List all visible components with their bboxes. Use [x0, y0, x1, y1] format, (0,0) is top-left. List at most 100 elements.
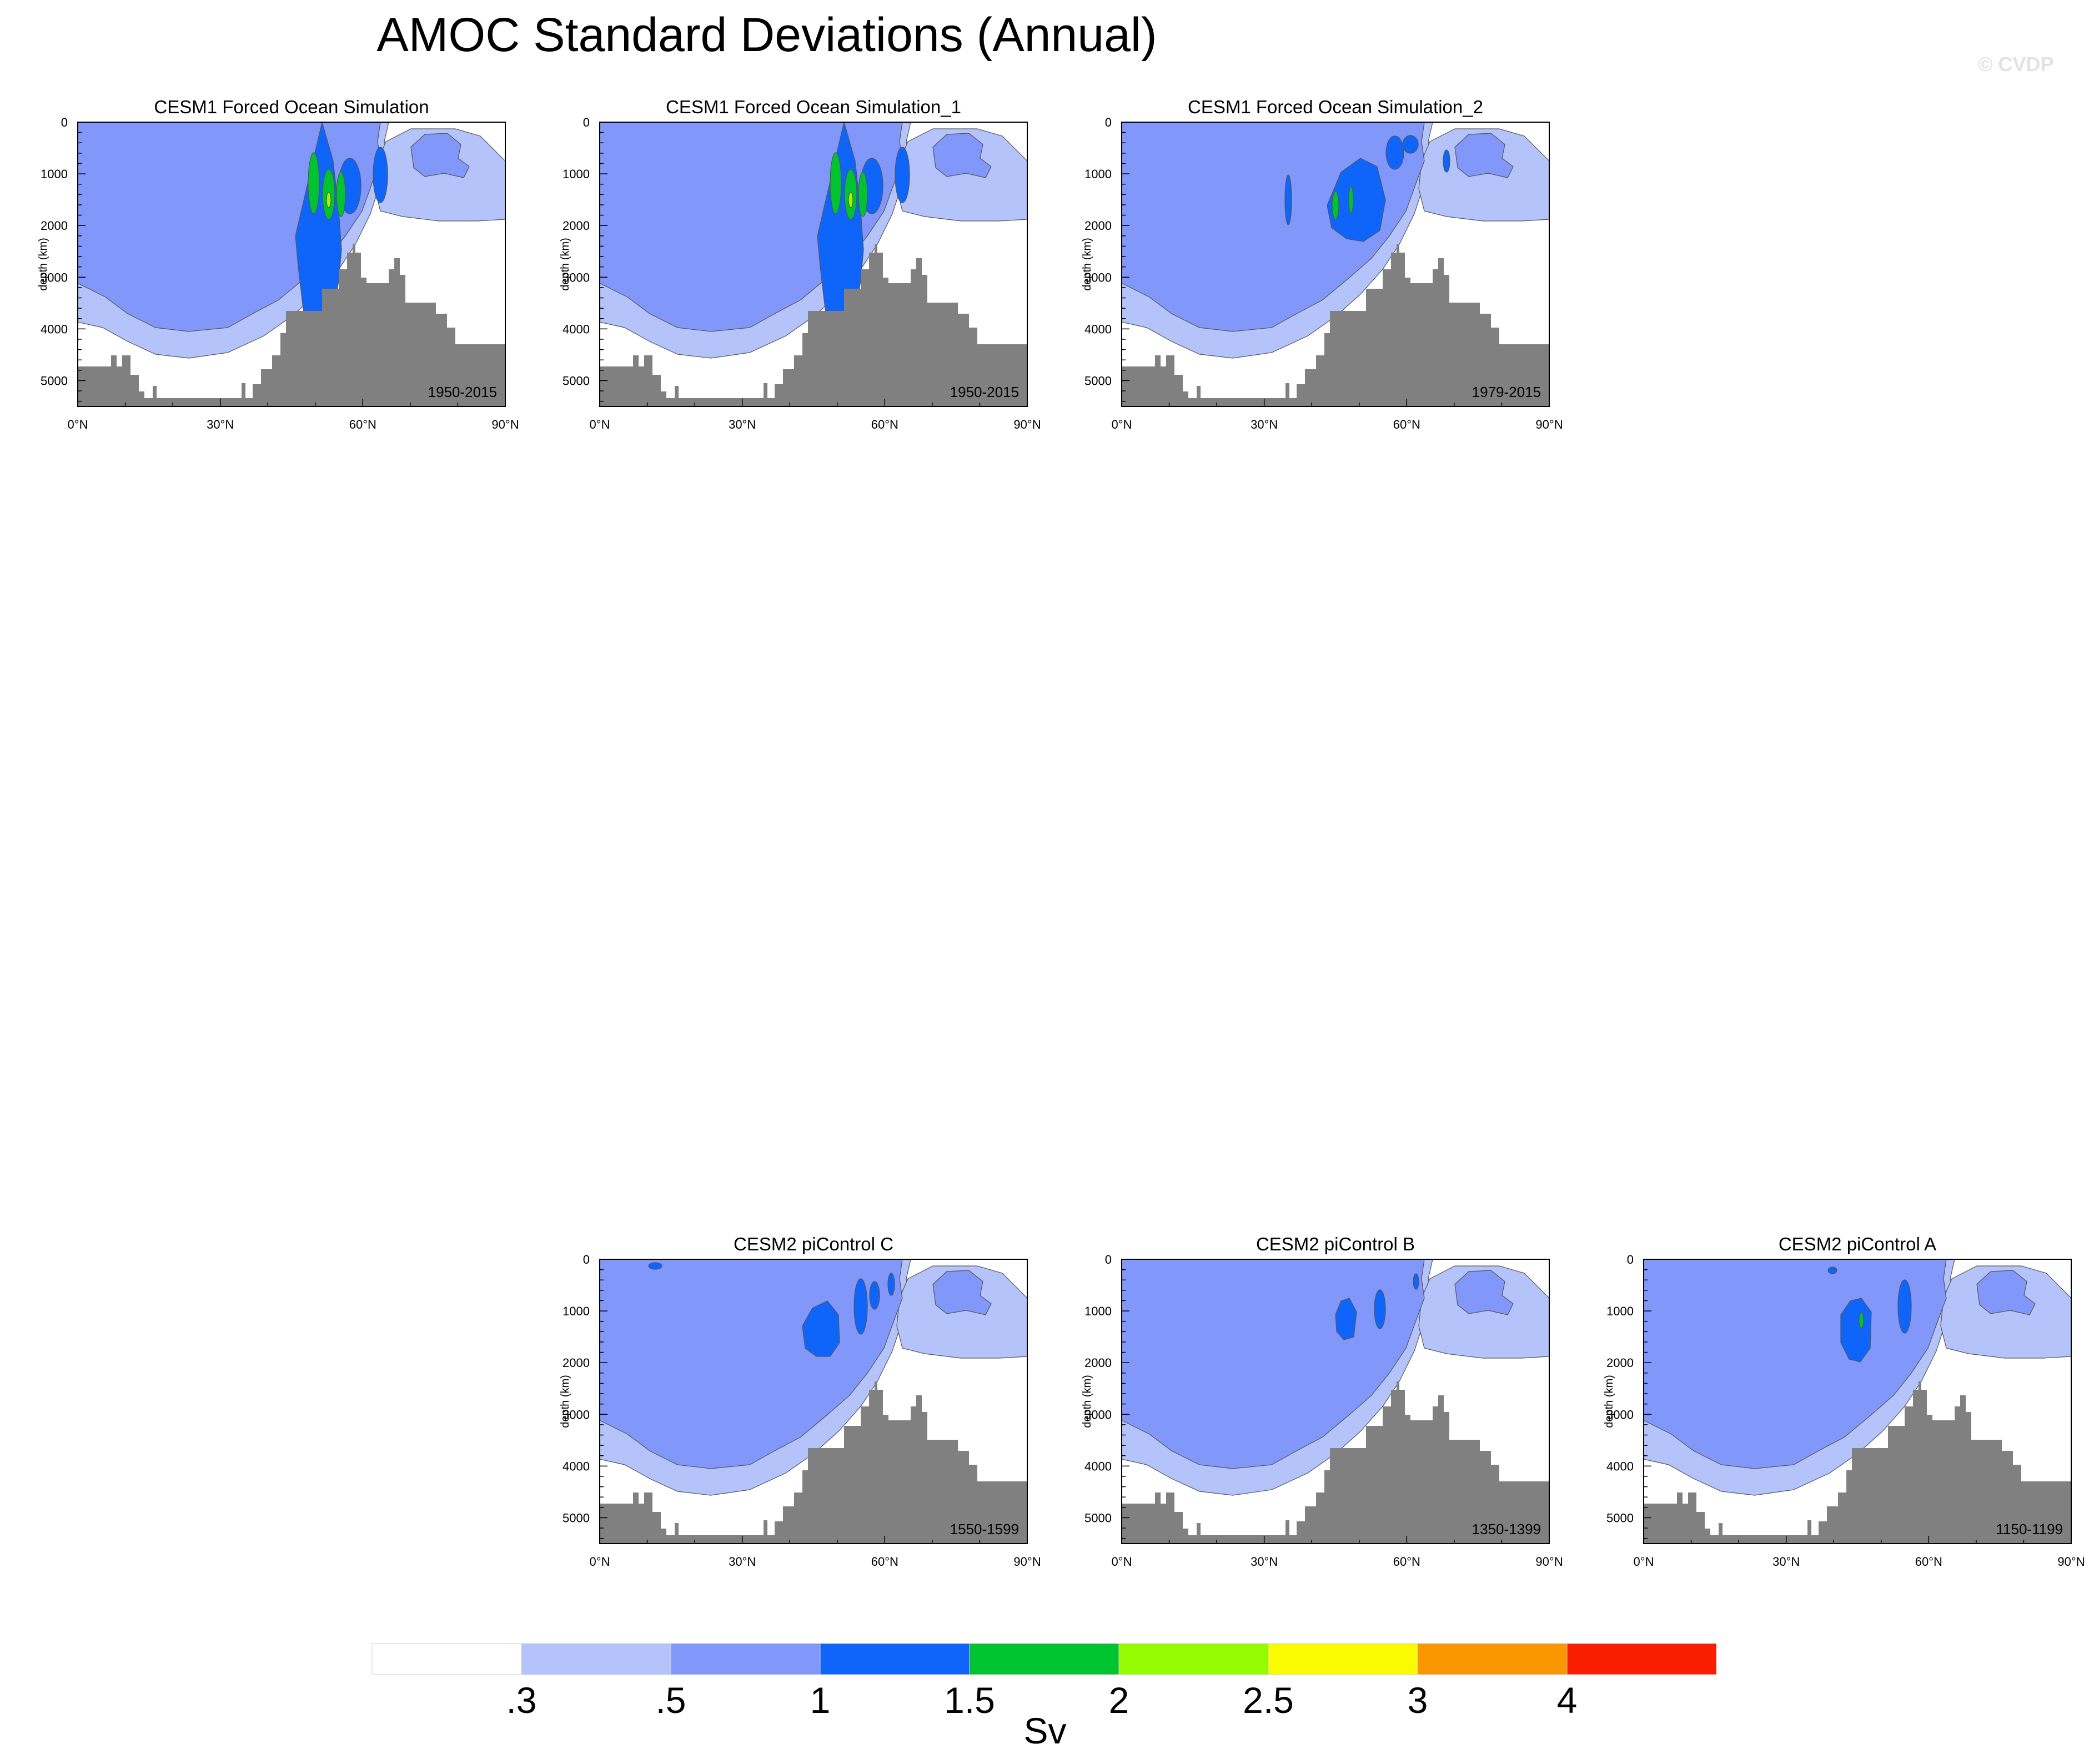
colorbar-level-label: 1	[810, 1680, 831, 1721]
x-tick-label: 90°N	[1013, 418, 1041, 431]
y-tick-label: 1000	[41, 167, 68, 181]
x-tick-label: 60°N	[1915, 1555, 1942, 1569]
std-contour-fill-1.5-2	[830, 152, 842, 214]
std-contour-fill-1-1.5	[1897, 1279, 1912, 1334]
std-contour-fill-1-1.5	[895, 147, 910, 203]
x-tick-label: 60°N	[871, 418, 898, 431]
panel-title: CESM1 Forced Ocean Simulation_1	[666, 97, 961, 117]
y-tick-label: 0	[1627, 1253, 1634, 1267]
watermark: © CVDP	[1978, 53, 2054, 76]
panel-title: CESM2 piControl A	[1779, 1234, 1936, 1254]
y-tick-label: 2000	[41, 219, 68, 233]
std-contour-fill-1-1.5	[1284, 174, 1292, 225]
y-tick-label: 4000	[563, 1459, 590, 1473]
std-contour-fill-1-1.5	[1413, 1273, 1419, 1290]
plot-frame	[599, 1259, 1028, 1544]
std-contour-fill-1.5-2	[1332, 191, 1339, 220]
y-axis-label: depth (km)	[37, 238, 49, 291]
x-tick-label: 60°N	[349, 418, 376, 431]
y-tick-label: 0	[1105, 1253, 1112, 1267]
std-contour-fill-1-1.5	[802, 1300, 840, 1357]
colorbar-swatch	[1118, 1643, 1269, 1675]
panel-title: CESM1 Forced Ocean Simulation	[154, 97, 429, 117]
std-contour-fill-0.5-1	[1976, 1270, 2036, 1315]
x-tick-label: 90°N	[2057, 1555, 2085, 1569]
std-contour-fill-1-1.5	[1840, 1298, 1872, 1363]
colorbar-swatch	[1566, 1643, 1717, 1675]
std-contour-fill-0.5-1	[1454, 1270, 1514, 1315]
x-tick-label: 30°N	[1251, 418, 1278, 431]
std-contour-fill-0.5-1	[932, 1270, 992, 1315]
y-tick-label: 3000	[563, 270, 590, 284]
std-contour-fill-1.5-2	[308, 152, 320, 214]
colorbar-level-label: 2	[1109, 1680, 1129, 1721]
page-title: AMOC Standard Deviations (Annual)	[376, 8, 1157, 62]
plot-frame	[77, 122, 506, 407]
x-tick-label: 30°N	[207, 418, 234, 431]
y-tick-label: 5000	[41, 374, 68, 388]
x-tick-label: 30°N	[729, 1555, 756, 1569]
std-contour-fill-0.5-1	[410, 133, 470, 178]
period-label: 1979-2015	[1472, 384, 1541, 400]
colorbar-swatch	[820, 1643, 970, 1675]
x-tick-label: 0°N	[68, 418, 88, 431]
bathymetry-land-mask	[78, 244, 505, 406]
y-tick-label: 3000	[1606, 1408, 1634, 1421]
std-contour-fill-1-1.5	[869, 1281, 880, 1310]
period-label: 1550-1599	[950, 1521, 1019, 1537]
y-tick-label: 1000	[563, 1304, 590, 1318]
y-tick-label: 0	[1105, 115, 1112, 129]
y-tick-label: 5000	[1084, 1511, 1112, 1525]
y-tick-label: 5000	[563, 374, 590, 388]
colorbar-swatch	[371, 1643, 522, 1675]
y-tick-label: 1000	[563, 167, 590, 181]
plot-frame	[1121, 1259, 1550, 1544]
y-tick-label: 2000	[1084, 1356, 1112, 1370]
x-tick-label: 60°N	[1393, 1555, 1420, 1569]
y-tick-label: 5000	[1606, 1511, 1634, 1525]
y-tick-label: 4000	[563, 322, 590, 336]
x-tick-label: 0°N	[590, 1555, 610, 1569]
colorbar-level-label: 4	[1557, 1680, 1578, 1721]
std-contour-fill-1-1.5	[1402, 135, 1419, 154]
y-tick-label: 0	[583, 115, 590, 129]
colorbar-swatch	[1417, 1643, 1568, 1675]
y-tick-label: 5000	[1084, 374, 1112, 388]
y-tick-label: 1000	[1606, 1304, 1634, 1318]
y-axis-label: depth (km)	[1603, 1375, 1615, 1428]
bathymetry-land-mask	[1644, 1381, 2071, 1544]
y-tick-label: 4000	[1084, 322, 1112, 336]
x-tick-label: 90°N	[1535, 1555, 1563, 1569]
std-contour-fill-1-1.5	[853, 1278, 868, 1335]
x-tick-label: 0°N	[1112, 1555, 1132, 1569]
y-axis-label: depth (km)	[559, 238, 571, 291]
panel-cesm1-forced-ocean-2: 0 1000 2000 3000 4000 5000 0°N 30°N 60°N 90°N CES…	[1081, 97, 1563, 431]
x-tick-label: 60°N	[871, 1555, 898, 1569]
colorbar-unit-label: Sv	[1023, 1710, 1066, 1751]
std-contour-fill-1-1.5	[1443, 149, 1450, 173]
period-label: 1950-2015	[950, 384, 1019, 400]
std-contour-fill-1.5-2	[858, 172, 868, 217]
std-contour-fill-1-1.5	[1385, 135, 1404, 170]
panel-cesm2-picontrol-a: 0 1000 2000 3000 4000 5000 0°N 30°N 60°N 90°N CES…	[1603, 1234, 2085, 1569]
panel-title: CESM1 Forced Ocean Simulation_2	[1188, 97, 1483, 117]
y-tick-label: 2000	[563, 1356, 590, 1370]
panel-cesm2-picontrol-b: 0 1000 2000 3000 4000 5000 0°N 30°N 60°N 90°N CES…	[1081, 1234, 1563, 1569]
x-tick-label: 0°N	[590, 418, 610, 431]
y-tick-label: 2000	[1606, 1356, 1634, 1370]
colorbar-level-label: 3	[1408, 1680, 1428, 1721]
panel-title: CESM2 piControl C	[734, 1234, 893, 1254]
panel-title: CESM2 piControl B	[1256, 1234, 1415, 1254]
panel-cesm2-picontrol-c: 0 1000 2000 3000 4000 5000 0°N 30°N 60°N 90°N CES…	[559, 1234, 1041, 1569]
y-axis-label: depth (km)	[1081, 1375, 1093, 1428]
panel-cesm1-forced-ocean: 0 1000 2000 3000 4000 5000 0°N 30°N 60°N 90°N CES…	[37, 97, 519, 431]
colorbar: .3 .5 1 1.5 2 2.5 3 4 Sv	[371, 1643, 1717, 1751]
x-tick-label: 60°N	[1393, 418, 1420, 431]
std-contour-fill-1.5-2	[1859, 1312, 1864, 1329]
colorbar-level-label: 2.5	[1243, 1680, 1294, 1721]
colorbar-level-label: 1.5	[944, 1680, 995, 1721]
colorbar-swatch	[1268, 1643, 1418, 1675]
bathymetry-land-mask	[1122, 244, 1549, 406]
y-tick-label: 3000	[41, 270, 68, 284]
x-tick-label: 90°N	[491, 418, 519, 431]
